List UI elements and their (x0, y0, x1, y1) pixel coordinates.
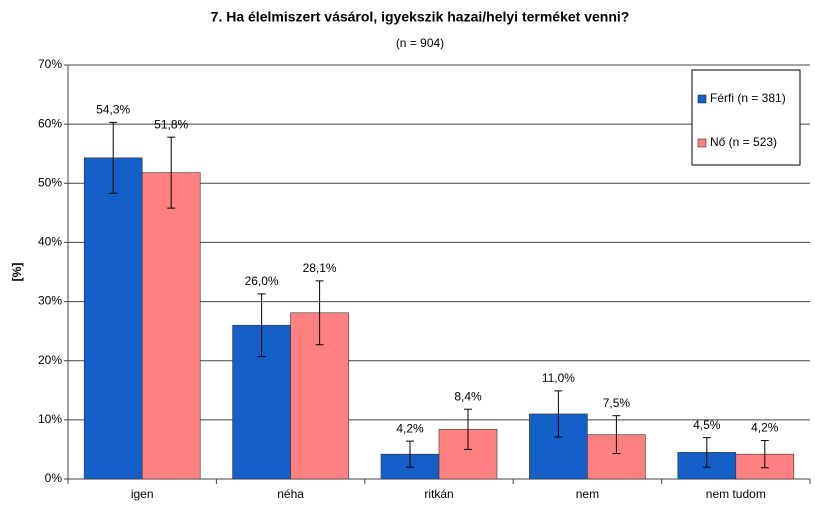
legend-label: Nő (n = 523) (710, 135, 777, 149)
y-tick-label: 40% (38, 235, 62, 249)
bar (141, 172, 201, 480)
y-tick-label: 60% (38, 116, 62, 130)
data-label: 7,5% (603, 396, 631, 410)
data-label: 4,2% (396, 421, 424, 435)
data-label: 11,0% (542, 371, 575, 385)
x-tick-label: néha (277, 487, 304, 501)
x-tick-label: igen (131, 487, 154, 501)
data-label: 8,4% (454, 389, 482, 403)
y-tick-label: 30% (38, 294, 62, 308)
y-tick-label: 50% (38, 175, 62, 189)
data-label: 54,3% (96, 103, 130, 117)
chart-title: 7. Ha élelmiszert vásárol, igyekszik haz… (211, 9, 630, 25)
data-label: 51,8% (154, 117, 188, 131)
x-tick-label: nem (576, 487, 599, 501)
y-tick-label: 0% (45, 471, 63, 485)
data-label: 4,2% (751, 421, 779, 435)
y-tick-label: 20% (38, 353, 62, 367)
data-label: 26,0% (245, 274, 279, 288)
y-tick-label: 10% (38, 412, 62, 426)
data-label: 4,5% (693, 418, 721, 432)
legend-swatch (697, 138, 707, 148)
legend-label: Férfi (n = 381) (710, 91, 786, 105)
data-label: 28,1% (303, 261, 337, 275)
bar (83, 157, 143, 480)
y-tick-label: 70% (38, 57, 62, 71)
chart-subtitle: (n = 904) (396, 36, 444, 50)
y-axis-label: [%] (10, 263, 24, 282)
legend-box (691, 69, 801, 166)
legend-swatch (697, 94, 707, 104)
x-tick-label: nem tudom (706, 487, 766, 501)
x-tick-label: ritkán (424, 487, 453, 501)
